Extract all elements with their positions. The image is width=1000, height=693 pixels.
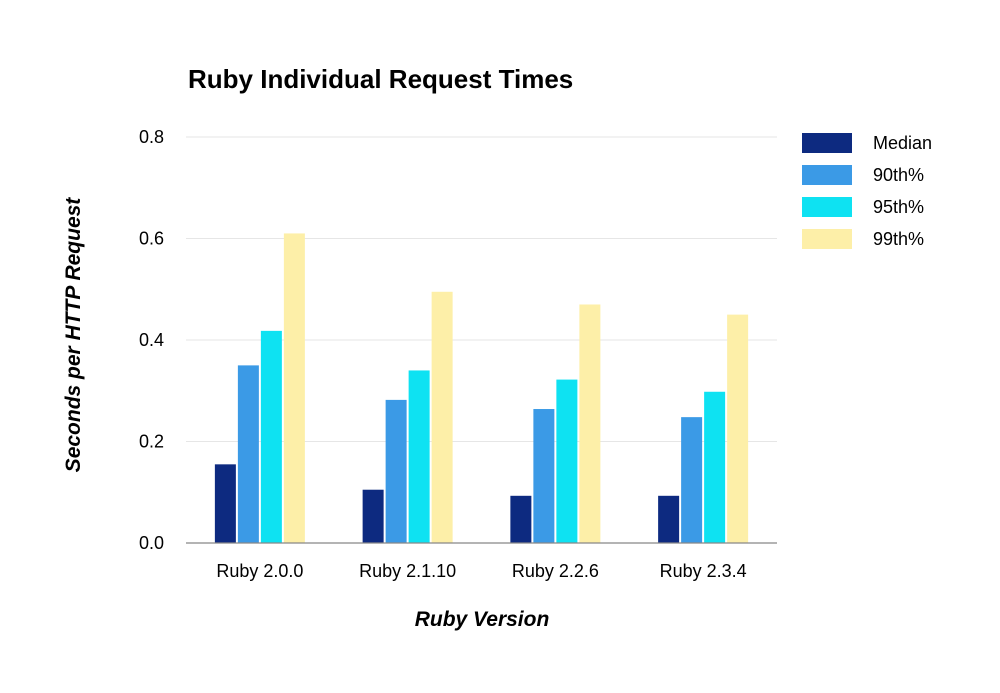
y-tick-label: 0.4 [139,330,164,350]
y-tick-label: 0.8 [139,127,164,147]
bar-99thpct-0 [283,233,305,544]
x-axis-title: Ruby Version [415,608,550,631]
legend-swatch [802,229,852,249]
bar-99thpct-1 [431,291,453,543]
bar-median-2 [510,495,532,543]
y-tick-label: 0.0 [139,533,164,553]
y-tick-label: 0.6 [139,229,164,249]
legend-label: Median [873,133,932,153]
legend-swatch [802,133,852,153]
legend-swatch [802,197,852,217]
x-axis-ticks: Ruby 2.0.0 Ruby 2.1.10 Ruby 2.2.6 Ruby 2.3.… [216,561,746,581]
bar-95thpct-2 [556,379,578,543]
chart-title: Ruby Individual Request Times [188,64,573,94]
y-axis-title: Seconds per HTTP Request [62,197,85,473]
bar-median-3 [658,495,680,543]
bar-90thpct-0 [237,365,259,543]
legend-label: 90th% [873,165,924,185]
x-tick-label: Ruby 2.2.6 [512,561,599,581]
legend: Median 90th% 95th% 99th% [802,133,932,249]
y-tick-label: 0.2 [139,432,164,452]
bar-median-1 [362,489,384,543]
bar-90thpct-1 [385,399,407,543]
bar-99thpct-3 [727,314,749,543]
bar-99thpct-2 [579,304,601,543]
legend-label: 95th% [873,197,924,217]
x-tick-label: Ruby 2.3.4 [660,561,747,581]
bar-95thpct-1 [408,370,430,543]
bar-95thpct-0 [260,330,282,543]
legend-swatch [802,165,852,185]
legend-label: 99th% [873,229,924,249]
bar-95thpct-3 [704,391,726,543]
bars [214,233,749,544]
x-tick-label: Ruby 2.0.0 [216,561,303,581]
bar-90thpct-3 [681,417,703,543]
x-tick-label: Ruby 2.1.10 [359,561,456,581]
bar-90thpct-2 [533,409,555,543]
y-axis-ticks: 0.0 0.2 0.4 0.6 0.8 [139,127,164,553]
bar-median-0 [214,464,236,543]
